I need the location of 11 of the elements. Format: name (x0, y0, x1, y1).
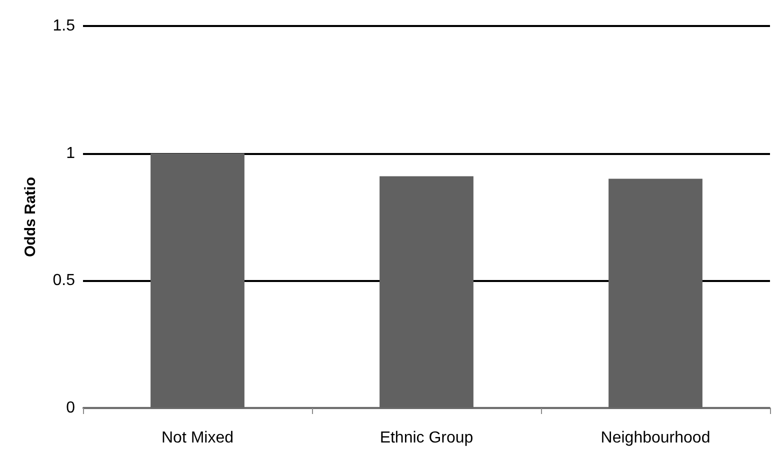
bar (380, 176, 474, 408)
bar (150, 153, 244, 408)
x-tick-label: Neighbourhood (600, 430, 710, 446)
x-tick-label: Ethnic Group (380, 430, 474, 446)
y-tick-label: 1.5 (52, 18, 76, 34)
y-axis-title: Odds Ratio (22, 176, 39, 258)
bar (608, 178, 702, 408)
y-tick-label: 0.5 (52, 272, 76, 290)
y-tick-label: 1 (66, 144, 76, 162)
x-tick-label: Not Mixed (161, 430, 234, 446)
y-tick-label: 0 (66, 400, 76, 416)
